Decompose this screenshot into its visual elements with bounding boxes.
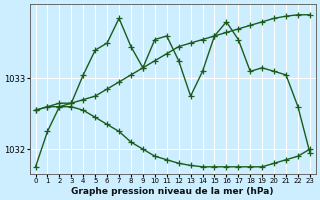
- X-axis label: Graphe pression niveau de la mer (hPa): Graphe pression niveau de la mer (hPa): [71, 187, 274, 196]
